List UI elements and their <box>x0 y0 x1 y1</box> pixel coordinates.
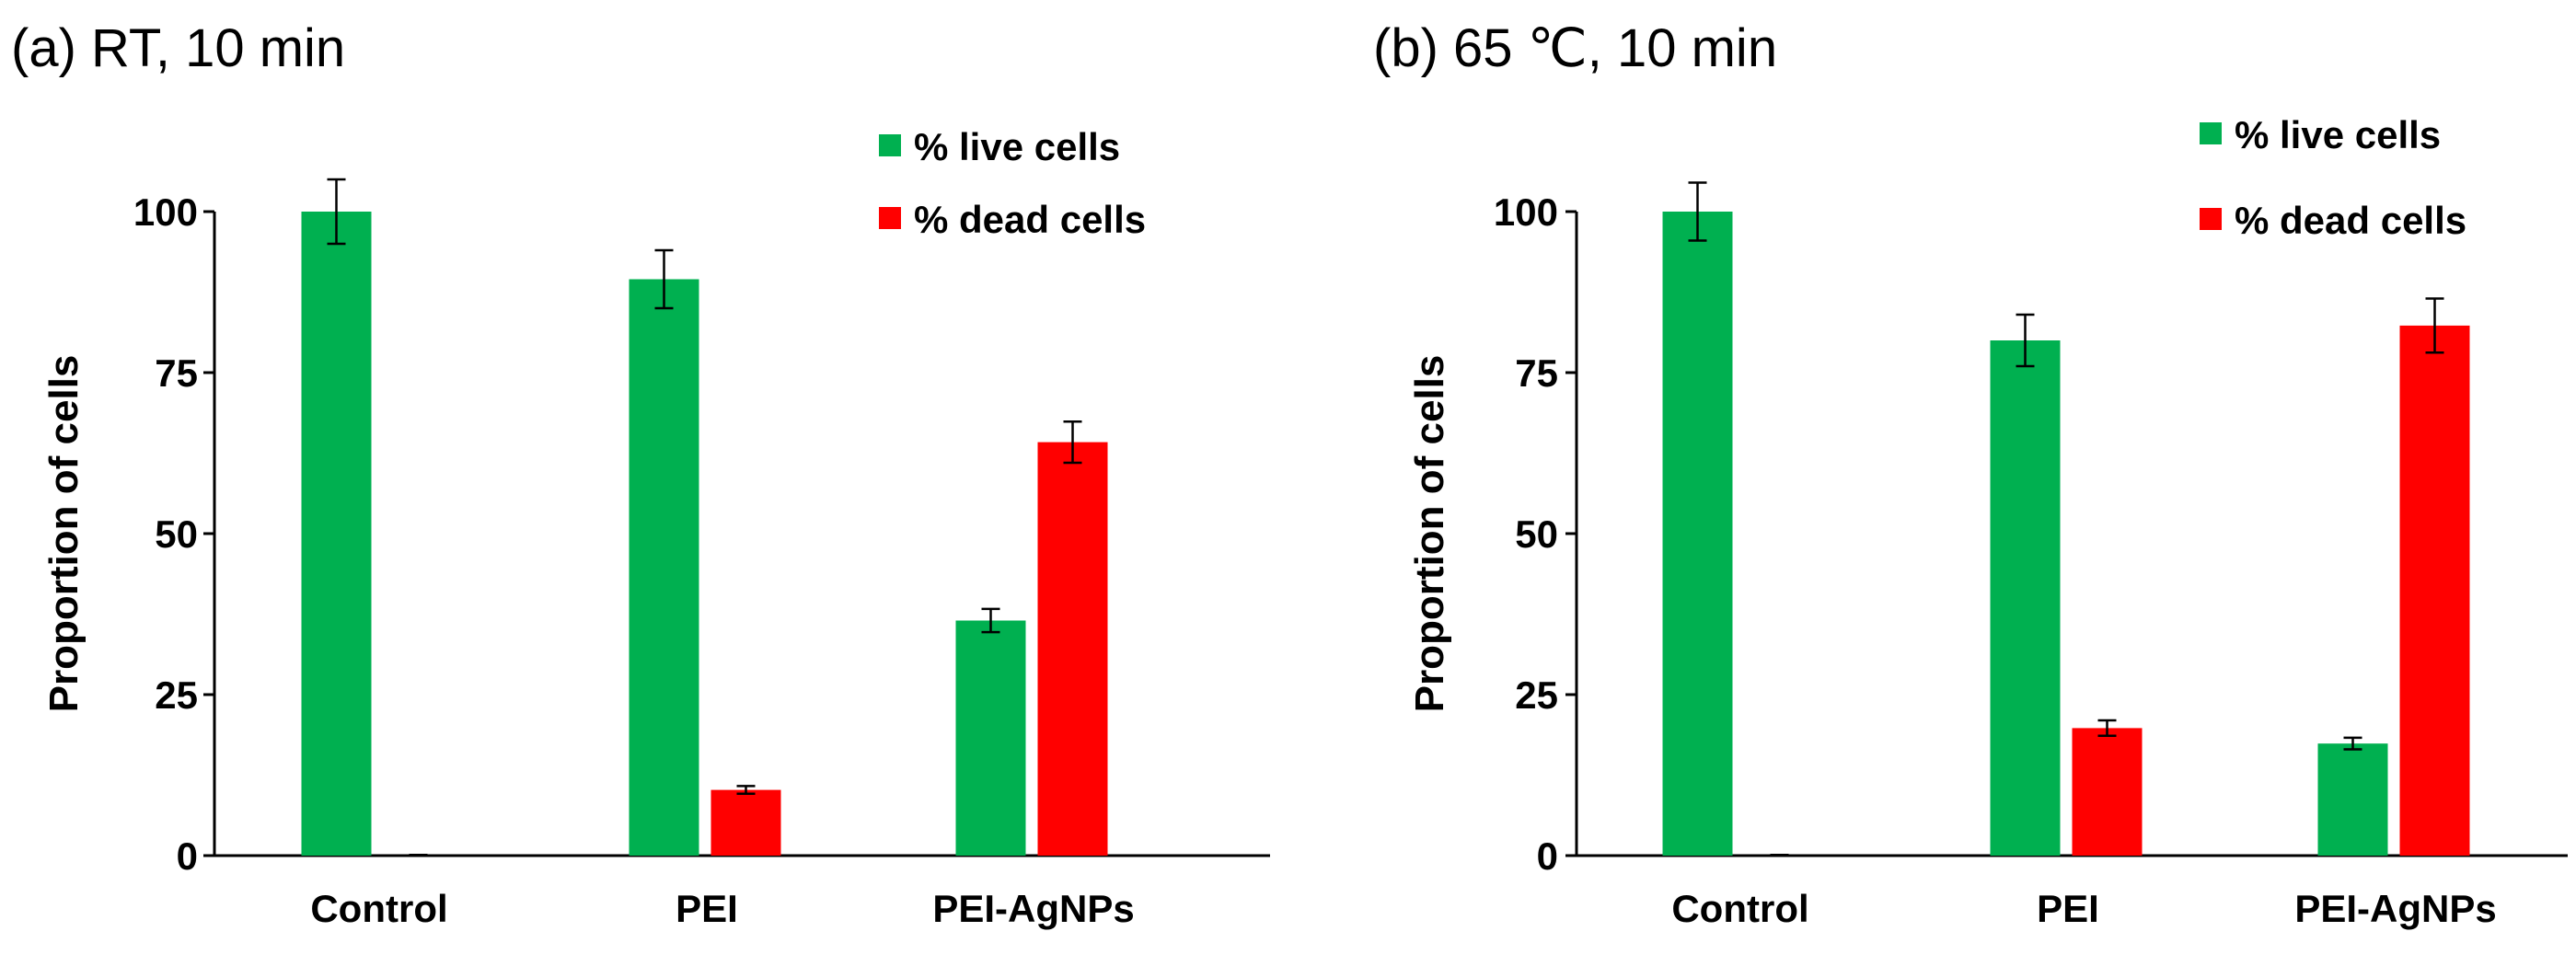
y-tick-label: 100 <box>1494 190 1558 234</box>
y-tick-label: 50 <box>155 512 198 556</box>
chart-title: (a) RT, 10 min <box>11 18 345 78</box>
legend-label-dead: % dead cells <box>2235 199 2466 242</box>
error-bar-dead-pei-agnps <box>1063 420 1082 465</box>
bar-dead-pei <box>2072 728 2143 856</box>
bar-live-control <box>1662 212 1733 856</box>
x-category-label: PEI <box>2037 887 2099 930</box>
legend-label-dead: % dead cells <box>914 198 1146 241</box>
legend: % live cells % dead cells <box>879 125 1146 241</box>
error-bar-dead-pei <box>2097 719 2117 738</box>
y-tick-label: 0 <box>177 834 198 878</box>
y-tick-label: 25 <box>155 673 198 717</box>
y-axis-label: Proportion of cells <box>1407 355 1452 713</box>
y-tick-label: 75 <box>1515 351 1558 395</box>
legend-label-live: % live cells <box>914 125 1120 168</box>
error-bar-live-pei <box>2016 313 2035 368</box>
x-category-label: PEI <box>676 887 738 930</box>
legend-swatch-dead <box>879 207 901 229</box>
bar-live-pei <box>629 279 699 856</box>
error-bar-live-control <box>1688 181 1707 242</box>
error-bar-dead-pei-agnps <box>2425 297 2444 354</box>
error-bar-live-pei-agnps <box>2343 736 2362 751</box>
bar-live-pei <box>1990 340 2061 856</box>
chart-title: (b) 65 ℃, 10 min <box>1373 18 1777 78</box>
error-bar-live-pei-agnps <box>981 607 1000 634</box>
y-tick-label: 50 <box>1515 512 1558 556</box>
bar-live-pei-agnps <box>2317 743 2388 856</box>
chart-panel-a: (a) RT, 10 min 0 25 50 75 100 Proportion of ce… <box>11 18 1270 930</box>
y-tick-label: 100 <box>133 190 198 234</box>
legend-swatch-live <box>2200 122 2222 144</box>
y-axis-label: Proportion of cells <box>41 355 87 713</box>
legend-swatch-live <box>879 134 901 156</box>
chart-panel-b: (b) 65 ℃, 10 min 0 25 50 75 100 Proportion of … <box>1373 18 2568 930</box>
bar-live-control <box>301 212 372 856</box>
x-category-label: PEI-AgNPs <box>2294 887 2496 930</box>
x-category-label: Control <box>1671 887 1808 930</box>
bar-dead-pei-agnps <box>2399 325 2470 856</box>
legend-label-live: % live cells <box>2235 113 2441 156</box>
y-tick-label: 0 <box>1537 834 1558 878</box>
error-bar-live-pei <box>654 248 674 310</box>
bar-dead-pei <box>710 789 781 856</box>
y-tick-label: 75 <box>155 351 198 395</box>
error-bar-dead-pei <box>736 785 756 796</box>
y-tick-label: 25 <box>1515 673 1558 717</box>
legend: % live cells % dead cells <box>2200 113 2466 242</box>
bar-live-pei-agnps <box>955 620 1026 856</box>
error-bar-live-control <box>327 178 346 246</box>
legend-swatch-dead <box>2200 208 2222 230</box>
x-category-label: Control <box>310 887 447 930</box>
x-category-label: PEI-AgNPs <box>932 887 1134 930</box>
bar-dead-pei-agnps <box>1037 442 1108 856</box>
